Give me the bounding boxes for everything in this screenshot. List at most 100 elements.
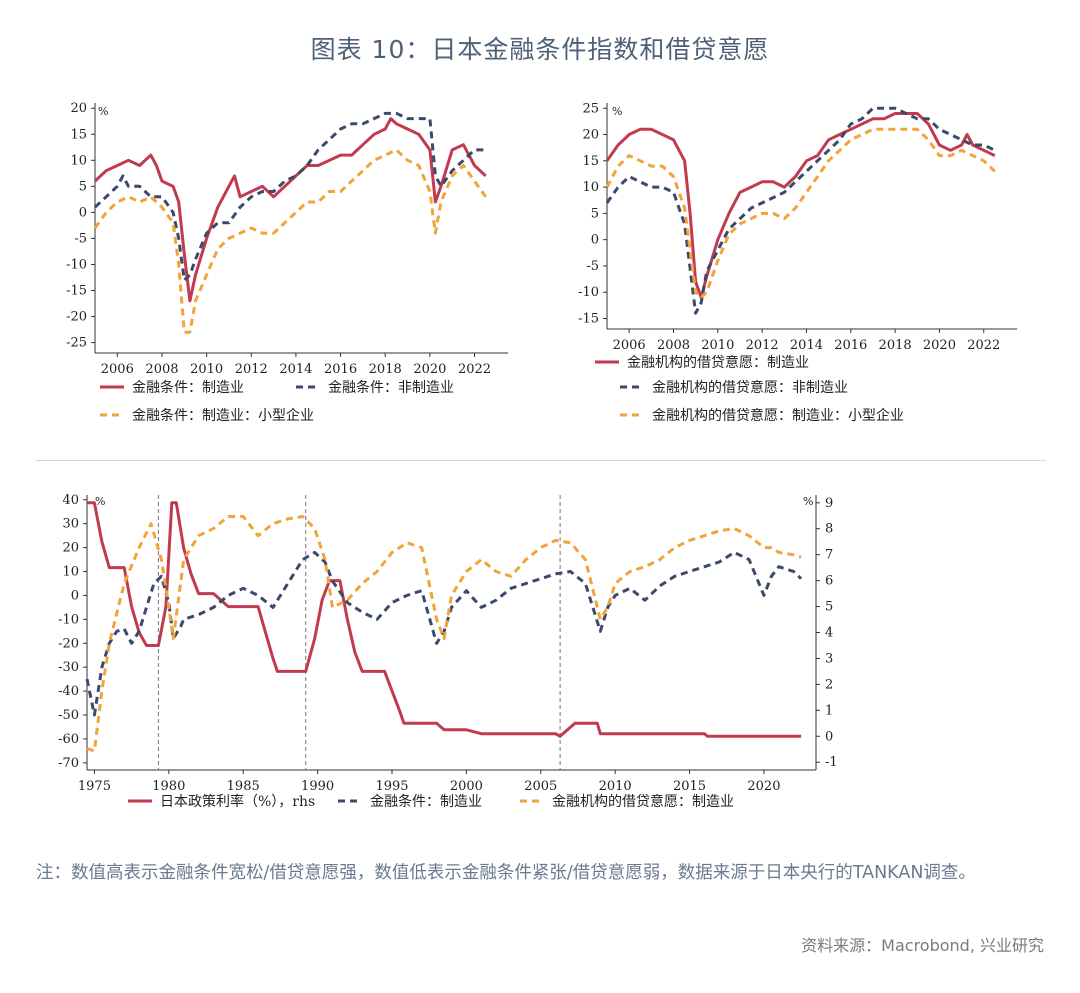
x-tick-label: 1980 bbox=[152, 779, 185, 794]
x-tick-label: 1990 bbox=[301, 779, 334, 794]
x-tick-label: 2012 bbox=[235, 362, 268, 377]
x-tick-label: 2008 bbox=[657, 338, 690, 353]
legend-item: 金融机构的借贷意愿：制造业 bbox=[520, 793, 734, 810]
y-tick-label: 15 bbox=[582, 154, 599, 169]
y2-tick-label: 3 bbox=[825, 651, 833, 666]
x-tick-label: 1995 bbox=[375, 779, 408, 794]
x-tick-label: 2014 bbox=[279, 362, 312, 377]
legend-label: 金融条件：非制造业 bbox=[328, 379, 454, 396]
legend-item: 日本政策利率（%），rhs bbox=[128, 793, 315, 810]
footnote: 注：数值高表示金融条件宽松/借贷意愿强，数值低表示金融条件紧张/借贷意愿弱，数据… bbox=[36, 863, 976, 883]
legend-label: 金融条件：制造业 bbox=[132, 379, 244, 396]
legend-label: 金融机构的借贷意愿：制造业：小型企业 bbox=[652, 407, 904, 424]
series-line bbox=[605, 106, 996, 315]
legend-item: 金融条件：非制造业 bbox=[296, 379, 454, 396]
legend-label: 金融机构的借贷意愿：制造业 bbox=[627, 354, 809, 371]
y-tick-label: -20 bbox=[58, 636, 79, 651]
series-line bbox=[93, 148, 487, 334]
y-tick-label: -15 bbox=[578, 311, 599, 326]
legend-label: 金融机构的借贷意愿：制造业 bbox=[552, 793, 734, 810]
section-divider bbox=[36, 460, 1046, 461]
y2-tick-label: 4 bbox=[825, 626, 833, 641]
x-tick-label: 2014 bbox=[790, 338, 823, 353]
x-tick-label: 2016 bbox=[834, 338, 867, 353]
legend-item: 金融机构的借贷意愿：非制造业 bbox=[620, 379, 848, 396]
y-tick-label: 30 bbox=[62, 517, 79, 532]
y-tick-label: -10 bbox=[578, 285, 599, 300]
legend-label: 金融条件：制造业 bbox=[370, 793, 482, 810]
y-tick-label: 0 bbox=[79, 205, 87, 220]
y-tick-label: -10 bbox=[58, 612, 79, 627]
y-unit-label: % bbox=[98, 105, 108, 118]
y-tick-label: -30 bbox=[58, 660, 79, 675]
x-tick-label: 2020 bbox=[747, 779, 780, 794]
x-tick-label: 2008 bbox=[145, 362, 178, 377]
x-tick-label: 2005 bbox=[524, 779, 557, 794]
y2-tick-label: -1 bbox=[825, 755, 838, 770]
legend-label: 金融条件：制造业：小型企业 bbox=[132, 407, 314, 424]
y2-tick-label: 0 bbox=[825, 729, 833, 744]
legend-item: 金融机构的借贷意愿：制造业 bbox=[595, 354, 809, 371]
y2-tick-label: 5 bbox=[825, 600, 833, 615]
y-tick-label: 20 bbox=[70, 101, 87, 116]
y-tick-label: -40 bbox=[58, 684, 79, 699]
y-unit-label: % bbox=[95, 495, 105, 508]
y-tick-label: 5 bbox=[79, 179, 87, 194]
x-tick-label: 1985 bbox=[227, 779, 260, 794]
y-tick-label: 25 bbox=[582, 101, 599, 116]
x-tick-label: 2006 bbox=[101, 362, 134, 377]
legend-item: 金融条件：制造业 bbox=[100, 379, 244, 396]
series-line bbox=[93, 117, 487, 303]
x-tick-label: 2006 bbox=[613, 338, 646, 353]
y2-tick-label: 9 bbox=[825, 496, 833, 511]
y-tick-label: 0 bbox=[71, 588, 79, 603]
y-tick-label: -5 bbox=[74, 231, 87, 246]
series-line bbox=[87, 501, 802, 738]
y2-tick-label: 2 bbox=[825, 677, 833, 692]
legend-item: 金融条件：制造业 bbox=[338, 793, 482, 810]
source-credit: 资料来源：Macrobond, 兴业研究 bbox=[801, 936, 1044, 955]
series-line bbox=[93, 111, 486, 282]
x-tick-label: 2020 bbox=[413, 362, 446, 377]
x-tick-label: 2022 bbox=[967, 338, 1000, 353]
x-tick-label: 2015 bbox=[673, 779, 706, 794]
chart-3: 403020100-10-20-30-40-50-60-709876543210… bbox=[58, 493, 838, 810]
x-tick-label: 2016 bbox=[324, 362, 357, 377]
series-line bbox=[605, 112, 996, 299]
x-tick-label: 2010 bbox=[190, 362, 223, 377]
y-tick-label: 20 bbox=[62, 541, 79, 556]
legend-item: 金融条件：制造业：小型企业 bbox=[100, 407, 314, 424]
series-line bbox=[605, 127, 996, 299]
series-line bbox=[85, 550, 803, 717]
legend-label: 金融机构的借贷意愿：非制造业 bbox=[652, 379, 848, 396]
legend-label: 日本政策利率（%），rhs bbox=[160, 793, 315, 810]
y2-tick-label: 1 bbox=[825, 703, 833, 718]
legend-item: 金融机构的借贷意愿：制造业：小型企业 bbox=[620, 407, 904, 424]
y-tick-label: 5 bbox=[591, 206, 599, 221]
y-tick-label: 20 bbox=[582, 128, 599, 143]
y-tick-label: 10 bbox=[582, 180, 599, 195]
y-tick-label: 40 bbox=[62, 493, 79, 508]
x-tick-label: 2020 bbox=[923, 338, 956, 353]
x-tick-label: 2022 bbox=[458, 362, 491, 377]
y2-tick-label: 7 bbox=[825, 548, 833, 563]
x-tick-label: 2018 bbox=[879, 338, 912, 353]
y-tick-label: -50 bbox=[58, 708, 79, 723]
chart-2: 25 20 15 10 5 0 -5 -10 -15 2006 2008 2010 2012 2014 20… bbox=[578, 101, 1017, 424]
y-tick-label: -15 bbox=[66, 284, 87, 299]
y-tick-label: -20 bbox=[66, 310, 87, 325]
y-unit-label: % bbox=[612, 105, 622, 118]
y-tick-label: -10 bbox=[66, 257, 87, 272]
y2-tick-label: 8 bbox=[825, 522, 833, 537]
x-tick-label: 2018 bbox=[369, 362, 402, 377]
y-tick-label: -70 bbox=[58, 756, 79, 771]
figure-title: 图表 10：日本金融条件指数和借贷意愿 bbox=[310, 35, 770, 64]
x-tick-label: 2010 bbox=[701, 338, 734, 353]
x-tick-label: 2012 bbox=[746, 338, 779, 353]
x-tick-label: 2000 bbox=[450, 779, 483, 794]
y-tick-label: 15 bbox=[70, 127, 87, 142]
chart-1: 20 15 10 5 0 -5 -10 -15 -20 -25 2006 2008 2010 2012 20… bbox=[66, 101, 508, 424]
x-tick-label: 2010 bbox=[599, 779, 632, 794]
y-tick-label: 10 bbox=[62, 565, 79, 580]
